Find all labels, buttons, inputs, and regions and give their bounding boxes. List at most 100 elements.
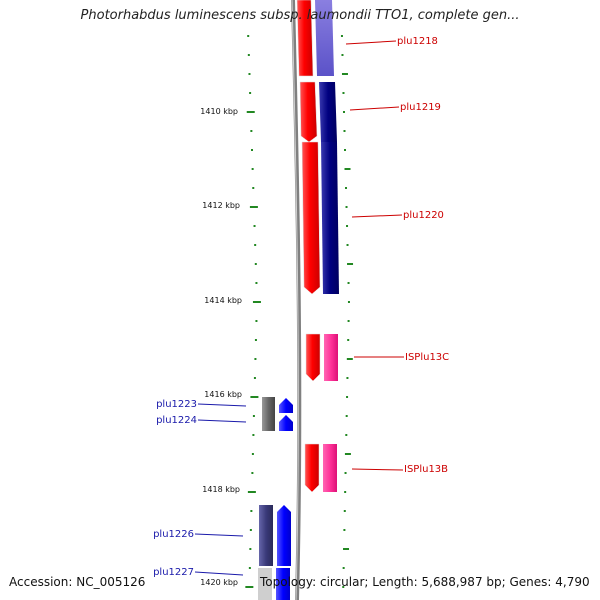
gene-plu1219-navy[interactable] bbox=[319, 82, 337, 142]
ruler-minor-tick bbox=[251, 472, 254, 474]
ruler-label-1414: 1414 kbp bbox=[204, 296, 242, 305]
right-minor-tick bbox=[346, 396, 349, 398]
right-minor-tick bbox=[347, 320, 350, 322]
gene-plu1224-blue[interactable] bbox=[279, 415, 293, 431]
ruler-minor-tick bbox=[254, 263, 257, 265]
gene-plu1220-navy[interactable] bbox=[321, 142, 339, 294]
gene-ISPlu13B-pink[interactable] bbox=[323, 444, 337, 492]
ruler-minor-tick bbox=[255, 320, 258, 322]
ruler-major-tick bbox=[252, 301, 261, 303]
ruler-minor-tick bbox=[248, 73, 251, 75]
ruler-labels: 1410 kbp 1412 kbp 1414 kbp 1416 kbp 1418… bbox=[200, 107, 242, 587]
right-minor-tick bbox=[346, 225, 349, 227]
right-minor-tick bbox=[344, 149, 346, 151]
right-minor-tick bbox=[343, 510, 346, 512]
ruler-minor-tick bbox=[252, 415, 255, 417]
gene-plu1227-gray[interactable] bbox=[258, 568, 272, 600]
ruler-minor-tick bbox=[247, 35, 250, 37]
ruler-minor-tick bbox=[249, 548, 252, 550]
leader-plu1227 bbox=[194, 571, 244, 576]
label-plu1223[interactable]: plu1223 bbox=[156, 399, 197, 410]
ruler-label-1418: 1418 kbp bbox=[202, 485, 240, 494]
right-minor-tick bbox=[344, 472, 347, 474]
ruler-minor-tick bbox=[249, 529, 252, 531]
right-minor-tick bbox=[343, 529, 346, 531]
label-plu1218[interactable]: plu1218 bbox=[397, 36, 438, 47]
gene-plu1218-red[interactable] bbox=[296, 0, 314, 77]
ruler-major-tick bbox=[247, 491, 256, 493]
ruler-label-1410: 1410 kbp bbox=[200, 107, 238, 116]
leader-plu1218 bbox=[345, 40, 397, 45]
ruler-minor-tick bbox=[254, 358, 257, 360]
left-leaders bbox=[194, 403, 247, 576]
forward-genes bbox=[296, 0, 339, 493]
right-minor-tick bbox=[342, 92, 345, 94]
ruler-minor-tick bbox=[251, 453, 254, 455]
leader-plu1219 bbox=[349, 106, 400, 111]
ruler-minor-tick bbox=[254, 339, 257, 341]
feature-labels: plu1218 plu1219 plu1220 ISPlu13C ISPlu13… bbox=[153, 36, 449, 578]
right-major-tick bbox=[341, 73, 348, 75]
ruler-minor-tick bbox=[249, 92, 252, 94]
right-minor-tick bbox=[345, 434, 348, 436]
ruler-minor-tick bbox=[248, 567, 251, 569]
label-plu1226[interactable]: plu1226 bbox=[153, 529, 194, 540]
label-ISPlu13B[interactable]: ISPlu13B bbox=[404, 464, 448, 475]
leader-plu1220 bbox=[351, 214, 403, 218]
right-minor-tick bbox=[342, 586, 345, 588]
leader-plu1224 bbox=[197, 419, 247, 423]
gene-ISPlu13B-red[interactable] bbox=[304, 443, 320, 493]
ruler-major-tick bbox=[246, 111, 255, 113]
gene-plu1219-red[interactable] bbox=[299, 81, 318, 143]
right-minor-tick bbox=[345, 187, 348, 189]
genome-backbone bbox=[291, 0, 302, 600]
reverse-genes bbox=[258, 397, 293, 600]
gene-ISPlu13C-pink[interactable] bbox=[324, 334, 338, 381]
leader-ISPlu13B bbox=[351, 468, 404, 471]
right-major-tick bbox=[344, 453, 351, 455]
ruler-minor-tick bbox=[253, 225, 256, 227]
accession-text: Accession: NC_005126 bbox=[9, 575, 146, 589]
ruler-ticks bbox=[245, 35, 261, 588]
right-minor-tick bbox=[343, 130, 346, 132]
ruler-minor-tick bbox=[251, 168, 254, 170]
label-plu1224[interactable]: plu1224 bbox=[156, 415, 197, 426]
label-plu1227[interactable]: plu1227 bbox=[153, 567, 194, 578]
label-ISPlu13C[interactable]: ISPlu13C bbox=[405, 352, 449, 363]
genome-summary-text: Topology: circular; Length: 5,688,987 bp… bbox=[260, 575, 590, 589]
map-title: Photorhabdus luminescens subsp. laumondi… bbox=[80, 8, 520, 23]
right-minor-tick bbox=[340, 35, 343, 37]
right-minor-tick bbox=[344, 491, 347, 493]
right-major-tick bbox=[344, 168, 351, 170]
gene-plu1226-purple[interactable] bbox=[259, 505, 273, 566]
right-leaders bbox=[345, 40, 404, 471]
ruler-label-1420: 1420 kbp bbox=[200, 578, 238, 587]
right-major-tick bbox=[346, 358, 353, 360]
right-minor-tick bbox=[345, 415, 348, 417]
label-plu1220[interactable]: plu1220 bbox=[403, 210, 444, 221]
ruler-minor-tick bbox=[252, 187, 255, 189]
right-ticks bbox=[340, 35, 354, 588]
ruler-minor-tick bbox=[255, 282, 258, 284]
gene-plu1226-blue[interactable] bbox=[277, 505, 291, 566]
gene-plu1218-navy[interactable] bbox=[315, 0, 334, 76]
ruler-minor-tick bbox=[253, 377, 256, 379]
label-plu1219[interactable]: plu1219 bbox=[400, 102, 441, 113]
gene-ISPlu13C-red[interactable] bbox=[305, 333, 321, 382]
ruler-label-1416: 1416 kbp bbox=[204, 390, 242, 399]
right-major-tick bbox=[343, 548, 350, 550]
right-minor-tick bbox=[342, 567, 345, 569]
genome-backbone-highlight bbox=[291, 0, 299, 600]
gene-plu1223-blue[interactable] bbox=[279, 398, 293, 413]
gene-plu1223-gray[interactable] bbox=[262, 397, 275, 431]
ruler-minor-tick bbox=[250, 510, 253, 512]
gene-plu1227-blue[interactable] bbox=[276, 568, 290, 600]
ruler-minor-tick bbox=[251, 149, 253, 151]
right-minor-tick bbox=[347, 339, 350, 341]
ruler-major-tick bbox=[245, 586, 254, 588]
gene-plu1220-red[interactable] bbox=[301, 141, 321, 295]
right-minor-tick bbox=[342, 111, 345, 113]
ruler-minor-tick bbox=[252, 434, 255, 436]
ruler-minor-tick bbox=[250, 130, 253, 132]
